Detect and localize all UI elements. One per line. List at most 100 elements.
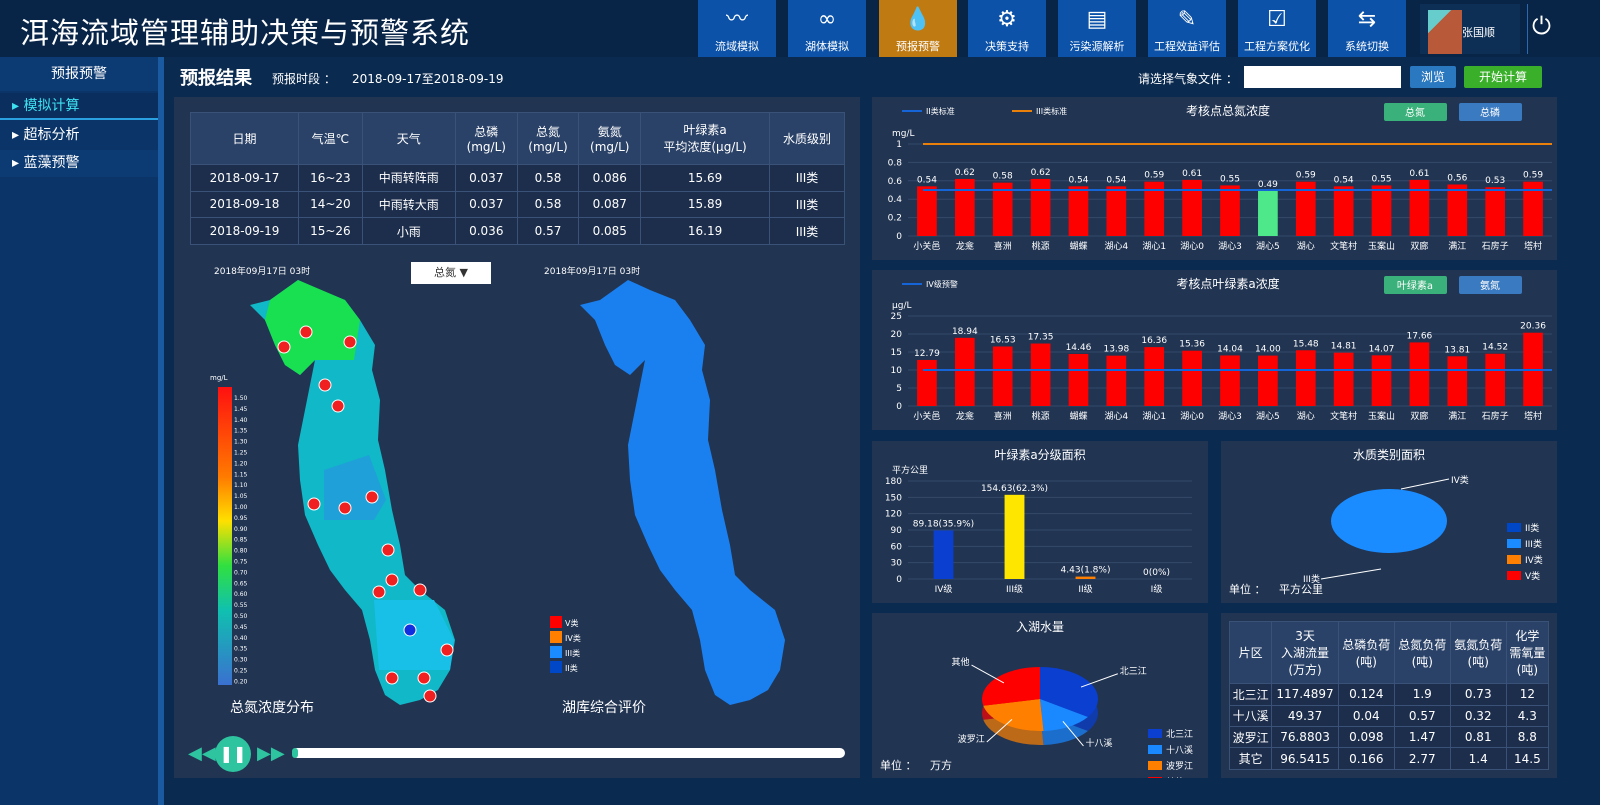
legend-swatch <box>1507 555 1521 564</box>
table-cell: 0.81 <box>1449 725 1507 749</box>
y-tick: 10 <box>891 366 903 376</box>
user-panel[interactable]: 张国顺 <box>1420 4 1520 54</box>
data-label: 0.49 <box>1258 180 1278 190</box>
x-tick: 湖心4 <box>1104 411 1128 422</box>
monitoring-point <box>343 335 357 349</box>
nav-river[interactable]: 〰流域模拟 <box>698 0 776 57</box>
x-tick: 双廊 <box>1410 240 1428 252</box>
column-header: 总磷负荷 (吨) <box>1337 620 1395 685</box>
data-label: 14.81 <box>1331 342 1357 352</box>
class-legend-swatch <box>550 661 562 673</box>
nav-label: 系统切换 <box>1345 40 1389 53</box>
bar <box>1333 186 1354 236</box>
table-cell: III类 <box>769 190 845 219</box>
y-tick: 0.8 <box>888 158 903 168</box>
nav-edit[interactable]: ✎ 工程效益评估 <box>1148 0 1226 57</box>
weather-file-input[interactable] <box>1244 66 1401 88</box>
colorbar-unit: mg/L <box>210 374 228 382</box>
x-tick: IV级 <box>935 583 953 595</box>
timeline-slider[interactable] <box>292 748 845 758</box>
nav-label: 污染源解析 <box>1069 40 1125 53</box>
class-legend-label: II类 <box>565 663 578 673</box>
table-cell: 0.087 <box>578 190 642 219</box>
nav-list[interactable]: ▤ 污染源解析 <box>1058 0 1136 57</box>
x-tick: 喜洲 <box>994 410 1012 422</box>
list-icon: ▤ <box>1086 7 1108 32</box>
metric-button-1[interactable]: 总磷 <box>1459 103 1522 121</box>
nav-lake[interactable]: ∞ 湖体模拟 <box>788 0 866 57</box>
sidebar-item-exceed[interactable]: ▸ 超标分析 <box>12 127 80 143</box>
leader-line <box>1320 568 1382 580</box>
table-cell: III类 <box>769 217 845 245</box>
y-tick: 20 <box>891 330 903 340</box>
lake-evaluation-map <box>580 280 785 705</box>
data-label: 0.56 <box>1447 173 1467 183</box>
nav-label: 工程效益评估 <box>1154 40 1220 53</box>
x-tick: 蝴蝶 <box>1069 410 1087 422</box>
slice-label: 十八溪 <box>1085 737 1112 749</box>
x-tick: 蝴蝶 <box>1069 240 1087 252</box>
chart-title: 水质类别面积 <box>1353 448 1425 462</box>
button-label: 氨氮 <box>1480 279 1500 292</box>
column-header: 日期 <box>189 112 300 165</box>
table-cell: 0.73 <box>1449 683 1507 706</box>
sidebar-item-simulate[interactable]: ▸ 模拟计算 <box>0 93 158 120</box>
unit-value: 平方公里 <box>1279 582 1323 596</box>
bar <box>1144 181 1165 236</box>
bar <box>1075 576 1096 579</box>
monitoring-point <box>365 490 379 504</box>
metric-button-0[interactable]: 叶绿素a <box>1384 276 1447 294</box>
colorbar-tick: 1.50 <box>234 395 248 402</box>
bar <box>1295 181 1316 236</box>
legend-swatch <box>1507 571 1521 580</box>
bar <box>954 337 975 406</box>
button-bg <box>1384 103 1447 121</box>
table-cell: 49.37 <box>1271 704 1339 728</box>
unit-value: 万方 <box>930 758 952 772</box>
forward-icon[interactable]: ▶▶ <box>257 743 285 764</box>
browse-button[interactable]: 浏览 <box>1410 66 1456 88</box>
bar <box>992 346 1013 406</box>
bar <box>1523 181 1543 236</box>
nav-switch[interactable]: ⇆ 系统切换 <box>1328 0 1406 57</box>
unit-label: 单位 ： <box>880 758 917 772</box>
class-legend-swatch <box>550 631 562 643</box>
table-row: 2018-09-19 15~26 小雨 0.036 0.57 0.085 16.19 III类 <box>189 217 845 245</box>
x-tick: 满江 <box>1448 411 1466 422</box>
bar <box>992 182 1013 236</box>
leader-line <box>971 664 1005 684</box>
bar <box>1182 179 1202 236</box>
monitoring-point <box>338 501 352 515</box>
metric-button-0[interactable]: 总氮 <box>1384 103 1447 121</box>
slice-label: 北三江 <box>1120 666 1147 677</box>
table-cell: 0.04 <box>1337 704 1395 728</box>
nav-gear-people[interactable]: ⚙ 决策支持 <box>968 0 1046 57</box>
table-cell: 16.19 <box>640 217 771 245</box>
y-tick: 150 <box>885 493 902 503</box>
pause-button[interactable]: ❚❚ <box>215 736 251 772</box>
legend-swatch <box>1148 745 1162 754</box>
data-label: 16.36 <box>1141 336 1167 346</box>
sidebar-item-algae[interactable]: ▸ 蓝藻预警 <box>0 150 158 177</box>
rewind-icon[interactable]: ◀◀ <box>188 743 216 764</box>
x-tick: 湖心1 <box>1142 241 1166 252</box>
column-header: 水质级别 <box>769 112 845 165</box>
metric-button-1[interactable]: 氨氮 <box>1459 276 1522 294</box>
pollutant-dropdown[interactable]: 总氮 ▼ <box>411 262 491 284</box>
table-cell: 0.58 <box>516 163 580 192</box>
button-label: 总磷 <box>1480 106 1500 119</box>
nav-clipboard-check[interactable]: ☑ 工程方案优化 <box>1238 0 1316 57</box>
start-calc-button[interactable]: 开始计算 <box>1464 66 1542 88</box>
power-icon[interactable]: ⏻ <box>1532 12 1551 40</box>
legend-swatch <box>1148 761 1162 770</box>
column-header: 片区 <box>1228 620 1273 685</box>
map-zone-low <box>324 455 386 520</box>
bar <box>1295 350 1316 406</box>
nav-warning[interactable]: 💧 预报预警 <box>879 0 957 57</box>
button-label: 总氮 <box>1405 106 1425 119</box>
table-cell: 96.5415 <box>1271 747 1339 770</box>
sidebar-collapse-handle[interactable] <box>158 57 164 805</box>
user-name: 张国顺 <box>1462 26 1495 39</box>
bar <box>917 359 937 406</box>
column-header: 叶绿素a 平均浓度(μg/L) <box>640 112 771 165</box>
